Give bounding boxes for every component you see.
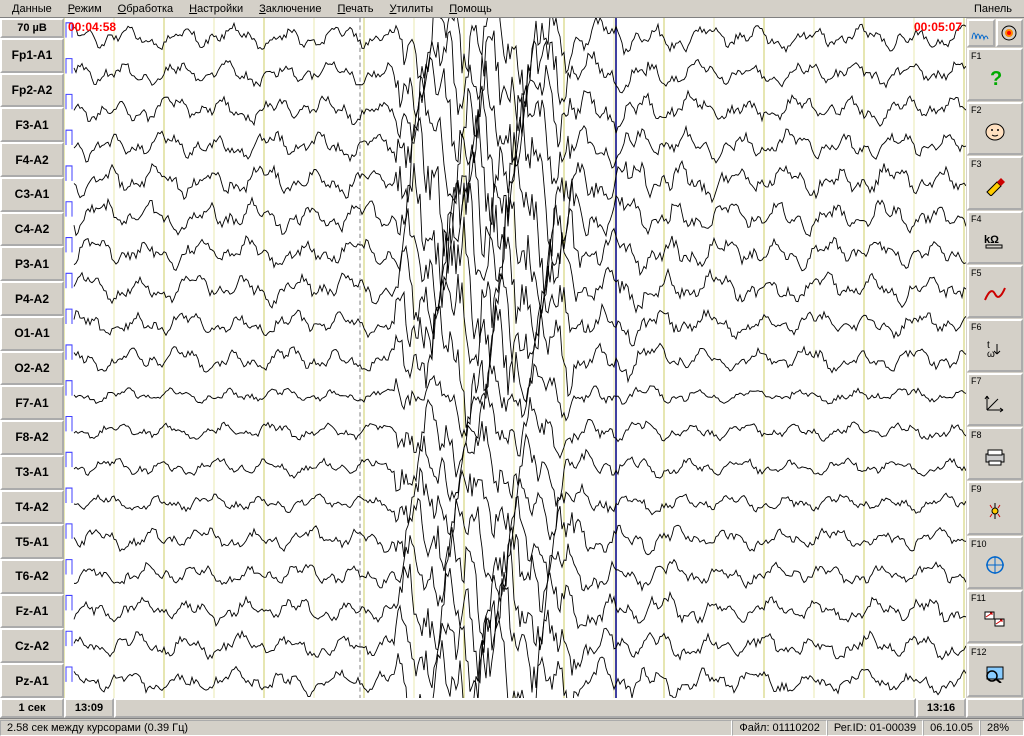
- menu-item-3[interactable]: Настройки: [181, 1, 251, 17]
- channel-label-T3-A1[interactable]: T3-A1: [0, 455, 64, 490]
- channel-label-O2-A2[interactable]: O2-A2: [0, 351, 64, 386]
- left-column: 70 µВ Fp1-A1Fp2-A2F3-A1F4-A2C3-A1C4-A2P3…: [0, 18, 64, 698]
- menu-item-1[interactable]: Режим: [60, 1, 110, 17]
- toolbar-f12-button[interactable]: F12: [967, 644, 1023, 697]
- channel-label-T6-A2[interactable]: T6-A2: [0, 559, 64, 594]
- svg-text:?: ?: [990, 68, 1002, 89]
- channel-label-Pz-A1[interactable]: Pz-A1: [0, 663, 64, 698]
- status-regid: Рег.ID: 01-00039: [827, 720, 923, 736]
- time-start-button[interactable]: 13:09: [64, 698, 114, 718]
- channel-label-Cz-A2[interactable]: Cz-A2: [0, 628, 64, 663]
- status-date: 06.10.05: [923, 720, 980, 736]
- menu-item-6[interactable]: Утилиты: [381, 1, 441, 17]
- channel-label-P4-A2[interactable]: P4-A2: [0, 281, 64, 316]
- toolbar-f6-button[interactable]: F6tω: [967, 319, 1023, 372]
- channel-label-F3-A1[interactable]: F3-A1: [0, 107, 64, 142]
- channel-label-Fp1-A1[interactable]: Fp1-A1: [0, 38, 64, 73]
- channel-label-C3-A1[interactable]: C3-A1: [0, 177, 64, 212]
- toolbar-f1-button[interactable]: F1?: [967, 48, 1023, 101]
- toolbar-f8-button[interactable]: F8: [967, 427, 1023, 480]
- toolbar-f7-button[interactable]: F7: [967, 373, 1023, 426]
- toolbar-f9-button[interactable]: F9: [967, 481, 1023, 534]
- toolbar-f11-button[interactable]: F11: [967, 590, 1023, 643]
- waveform-svg: [64, 18, 966, 698]
- tool-spectrum-icon[interactable]: [967, 19, 995, 47]
- main-area: 70 µВ Fp1-A1Fp2-A2F3-A1F4-A2C3-A1C4-A2P3…: [0, 18, 1024, 698]
- svg-text:ω: ω: [987, 349, 995, 358]
- menubar: ДанныеРежимОбработкаНастройкиЗаключениеП…: [0, 0, 1024, 18]
- timestamp-right: 00:05:07: [914, 20, 962, 34]
- channel-label-T4-A2[interactable]: T4-A2: [0, 490, 64, 525]
- channel-label-F8-A2[interactable]: F8-A2: [0, 420, 64, 455]
- channel-label-F4-A2[interactable]: F4-A2: [0, 142, 64, 177]
- channel-label-T5-A1[interactable]: T5-A1: [0, 524, 64, 559]
- scale-button[interactable]: 70 µВ: [0, 18, 64, 38]
- menu-item-4[interactable]: Заключение: [251, 1, 329, 17]
- time-scale-button[interactable]: 1 сек: [0, 698, 64, 718]
- channel-label-O1-A1[interactable]: O1-A1: [0, 316, 64, 351]
- menu-item-7[interactable]: Помощь: [441, 1, 500, 17]
- tool-topomap-icon[interactable]: [996, 19, 1024, 47]
- toolbar-f10-button[interactable]: F10: [967, 536, 1023, 589]
- status-file: Файл: 01110202: [732, 720, 826, 736]
- time-row-pad: [966, 698, 1024, 718]
- time-end-button[interactable]: 13:16: [916, 698, 966, 718]
- menu-item-0[interactable]: Данные: [4, 1, 60, 17]
- svg-text:kΩ: kΩ: [984, 234, 999, 246]
- toolbar-f3-button[interactable]: F3: [967, 156, 1023, 209]
- status-zoom: 28%: [980, 720, 1024, 736]
- toolbar-f4-button[interactable]: F4kΩ: [967, 211, 1023, 264]
- channel-label-F7-A1[interactable]: F7-A1: [0, 385, 64, 420]
- channel-label-P3-A1[interactable]: P3-A1: [0, 246, 64, 281]
- toolbar-f5-button[interactable]: F5: [967, 265, 1023, 318]
- statusbar: 2.58 сек между курсорами (0.39 Гц) Файл:…: [0, 718, 1024, 736]
- channel-label-Fp2-A2[interactable]: Fp2-A2: [0, 73, 64, 108]
- channel-label-C4-A2[interactable]: C4-A2: [0, 212, 64, 247]
- menu-panel[interactable]: Панель: [966, 1, 1020, 17]
- status-cursor-info: 2.58 сек между курсорами (0.39 Гц): [0, 720, 732, 736]
- time-scrollbar[interactable]: [114, 698, 916, 718]
- toolbar-f2-button[interactable]: F2: [967, 102, 1023, 155]
- time-row: 1 сек 13:09 13:16: [0, 698, 1024, 718]
- channel-label-Fz-A1[interactable]: Fz-A1: [0, 594, 64, 629]
- timestamp-left: 00:04:58: [68, 20, 116, 34]
- waveform-area[interactable]: 00:04:58 00:05:07: [64, 18, 966, 698]
- menu-left: ДанныеРежимОбработкаНастройкиЗаключениеП…: [4, 1, 500, 17]
- tool-column: F1?F2F3F4kΩF5F6tωF7F8F9F10F11F12: [966, 18, 1024, 698]
- menu-item-2[interactable]: Обработка: [110, 1, 181, 17]
- menu-item-5[interactable]: Печать: [329, 1, 381, 17]
